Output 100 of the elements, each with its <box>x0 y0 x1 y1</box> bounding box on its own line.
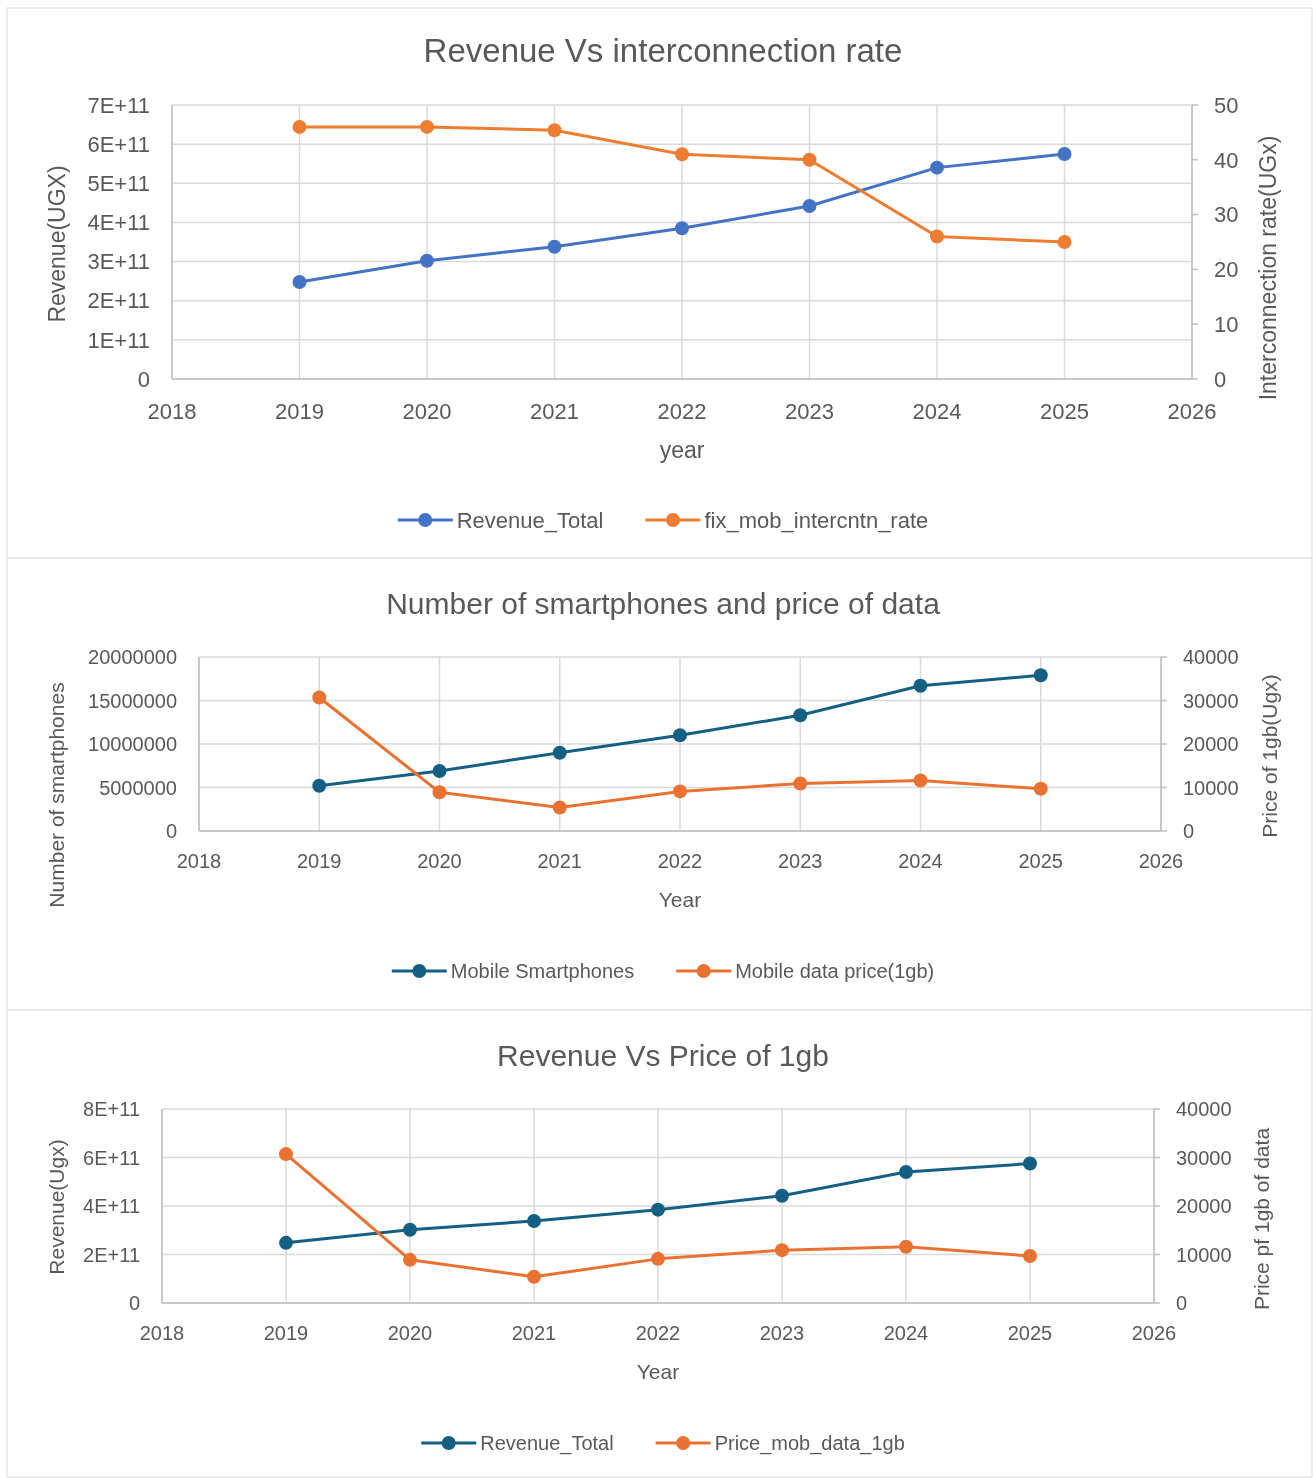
point <box>675 221 689 236</box>
y-tick-label: 0 <box>137 366 150 392</box>
chart-title: Number of smartphones and price of data <box>386 586 941 620</box>
y-tick-label: 15000000 <box>88 689 177 712</box>
x-tick-label: 2024 <box>883 1322 929 1344</box>
legend-label: Revenue_Total <box>456 507 604 533</box>
x-tick-label: 2021 <box>537 850 582 872</box>
point <box>775 1243 789 1258</box>
x-tick-label: 2019 <box>275 398 324 424</box>
y2-tick-label: 20000 <box>1176 1195 1232 1217</box>
point <box>899 1165 913 1180</box>
y-tick-label: 7E+11 <box>87 92 150 118</box>
x-tick-label: 2018 <box>147 398 197 424</box>
y-tick-label: 4E+11 <box>87 210 150 236</box>
point <box>1023 1156 1037 1171</box>
x-tick-label: 2024 <box>898 850 943 872</box>
x-tick-label: 2022 <box>657 398 707 424</box>
point <box>527 1214 541 1229</box>
y2-tick-label: 20000 <box>1183 733 1239 755</box>
point <box>432 763 447 778</box>
x-tick-label: 2024 <box>912 398 962 424</box>
legend-label: Mobile Smartphones <box>450 960 635 982</box>
point <box>403 1252 417 1267</box>
point <box>312 778 327 793</box>
x-tick-label: 2018 <box>139 1322 185 1344</box>
x-tick-label: 2023 <box>778 850 823 872</box>
point <box>292 119 307 134</box>
point <box>1033 781 1048 796</box>
point <box>292 274 307 289</box>
y-tick-label: 5000000 <box>99 776 177 799</box>
point <box>552 800 567 815</box>
x-tick-label: 2021 <box>511 1322 557 1344</box>
y-tick-label: 10000000 <box>88 733 177 755</box>
point <box>675 147 689 162</box>
x-tick-label: 2018 <box>176 850 222 872</box>
point <box>673 784 687 799</box>
x-tick-label: 2021 <box>530 398 579 424</box>
point <box>279 1235 293 1250</box>
point <box>312 690 327 705</box>
x-axis-title: year <box>659 437 705 464</box>
y2-axis-title: Interconnection rate(UGx) <box>1255 135 1282 401</box>
x-tick-label: 2026 <box>1131 1322 1177 1344</box>
y2-tick-label: 10 <box>1214 311 1239 337</box>
x-tick-label: 2022 <box>657 850 703 872</box>
x-tick-label: 2026 <box>1167 398 1217 424</box>
legend-label: Revenue_Total <box>480 1432 614 1455</box>
point <box>651 1251 665 1266</box>
point <box>1033 668 1048 683</box>
point <box>930 160 944 175</box>
point <box>403 1222 417 1237</box>
point <box>547 123 562 138</box>
y2-axis-title: Price pf 1gb of data <box>1250 1127 1274 1311</box>
y-axis-title: Revenue(UGX) <box>44 165 71 323</box>
point <box>420 119 434 134</box>
point <box>930 229 944 244</box>
point <box>1023 1248 1037 1263</box>
y2-tick-label: 50 <box>1214 92 1239 118</box>
point <box>420 253 434 268</box>
point <box>775 1188 789 1203</box>
y2-tick-label: 30 <box>1214 202 1239 228</box>
legend-label: Price_mob_data_1gb <box>714 1432 905 1455</box>
point <box>913 678 928 693</box>
y-tick-label: 6E+11 <box>83 1146 140 1169</box>
x-tick-label: 2020 <box>387 1322 433 1344</box>
point <box>1057 146 1072 161</box>
x-tick-label: 2019 <box>297 850 342 872</box>
point <box>1057 235 1072 249</box>
point <box>279 1147 293 1162</box>
x-axis-title: Year <box>658 888 702 912</box>
point <box>802 198 817 213</box>
x-tick-label: 2025 <box>1018 850 1063 872</box>
y-tick-label: 0 <box>165 820 177 842</box>
chart-title: Revenue Vs interconnection rate <box>423 31 903 69</box>
y2-tick-label: 10000 <box>1183 776 1239 799</box>
x-tick-label: 2023 <box>759 1322 805 1344</box>
y-tick-label: 0 <box>128 1292 140 1314</box>
y2-tick-label: 10000 <box>1176 1243 1232 1266</box>
point <box>673 728 687 743</box>
y-axis-title: Number of smartphones <box>45 682 69 908</box>
y2-tick-label: 0 <box>1176 1292 1188 1314</box>
point <box>913 773 928 788</box>
point <box>899 1239 913 1254</box>
y2-tick-label: 30000 <box>1183 689 1239 712</box>
point <box>651 1202 665 1217</box>
y-tick-label: 6E+11 <box>87 131 150 157</box>
x-tick-label: 2025 <box>1040 398 1089 424</box>
y-tick-label: 4E+11 <box>83 1195 140 1217</box>
y-tick-label: 20000000 <box>88 646 177 668</box>
y2-tick-label: 40000 <box>1183 646 1239 668</box>
y-tick-label: 8E+11 <box>83 1098 140 1120</box>
y2-tick-label: 40 <box>1214 147 1239 173</box>
y2-tick-label: 20 <box>1214 257 1239 283</box>
point <box>793 708 808 723</box>
y2-tick-label: 40000 <box>1176 1098 1232 1120</box>
y-tick-label: 2E+11 <box>87 288 150 314</box>
y-tick-label: 1E+11 <box>87 327 150 353</box>
x-tick-label: 2020 <box>417 850 462 872</box>
x-tick-label: 2023 <box>785 398 834 424</box>
y-tick-label: 3E+11 <box>87 249 150 275</box>
x-tick-label: 2020 <box>402 398 452 424</box>
